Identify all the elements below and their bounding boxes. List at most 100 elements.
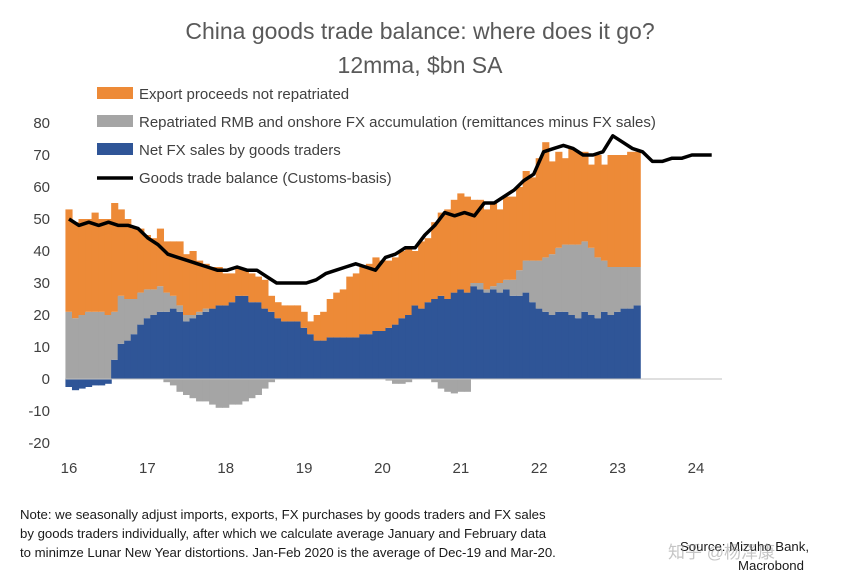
y-tick-label: 30 xyxy=(33,275,50,292)
legend-swatch-net-fx-sales xyxy=(97,143,133,155)
source-line-1: Source: Mizuho Bank, xyxy=(680,539,810,554)
area-net-fx-sales xyxy=(411,305,419,379)
area-export-proceeds xyxy=(535,158,543,261)
area-repatriated-rmb xyxy=(614,267,622,312)
area-repatriated-rmb xyxy=(529,260,537,303)
area-net-fx-sales xyxy=(385,327,393,379)
area-net-fx-sales xyxy=(444,299,452,379)
area-net-fx-sales xyxy=(196,315,204,379)
area-net-fx-sales xyxy=(581,311,589,379)
area-export-proceeds xyxy=(568,148,576,245)
area-repatriated-rmb xyxy=(633,267,641,306)
area-net-fx-sales xyxy=(294,321,302,379)
area-repatriated-rmb xyxy=(130,299,138,335)
y-axis-ticks: 80 70 60 50 40 30 20 10 0 -10 -20 xyxy=(28,115,50,452)
y-tick-label: 80 xyxy=(33,115,50,132)
area-negative-flow xyxy=(222,379,230,408)
area-net-fx-sales xyxy=(594,318,602,379)
area-net-fx-sales-negative xyxy=(65,379,73,387)
legend-swatch-export-proceeds xyxy=(97,87,133,99)
area-export-proceeds xyxy=(489,203,498,287)
area-net-fx-sales-negative xyxy=(91,379,99,386)
area-net-fx-sales-negative xyxy=(78,379,86,389)
area-export-proceeds xyxy=(274,302,282,319)
area-negative-flow xyxy=(398,379,406,384)
area-net-fx-sales xyxy=(228,302,236,379)
y-tick-label: 0 xyxy=(42,371,50,388)
area-export-proceeds xyxy=(600,164,609,261)
area-export-proceeds xyxy=(542,142,550,258)
area-export-proceeds xyxy=(91,212,99,312)
y-tick-label: 70 xyxy=(33,147,50,164)
legend-label-net-fx-sales: Net FX sales by goods traders xyxy=(139,142,341,159)
area-net-fx-sales xyxy=(241,295,249,379)
x-tick-label: 21 xyxy=(453,460,470,477)
area-export-proceeds xyxy=(228,273,236,303)
area-export-proceeds xyxy=(398,251,406,319)
plot-line-layer xyxy=(68,134,712,285)
area-export-proceeds xyxy=(78,219,86,315)
area-net-fx-sales xyxy=(280,321,289,379)
area-net-fx-sales xyxy=(274,318,282,379)
area-export-proceeds xyxy=(561,158,569,245)
area-export-proceeds xyxy=(620,155,628,267)
area-repatriated-rmb xyxy=(561,244,569,312)
area-export-proceeds xyxy=(182,254,191,315)
line-goods-trade-balance xyxy=(68,134,712,285)
area-net-fx-sales xyxy=(267,311,276,379)
area-negative-flow xyxy=(431,379,439,383)
area-negative-flow xyxy=(385,379,393,381)
area-export-proceeds xyxy=(346,276,354,338)
area-export-proceeds xyxy=(594,155,602,258)
area-negative-flow xyxy=(163,379,171,383)
area-repatriated-rmb xyxy=(137,292,145,325)
area-net-fx-sales xyxy=(431,299,439,379)
area-repatriated-rmb xyxy=(202,308,210,312)
area-export-proceeds xyxy=(267,295,276,312)
area-net-fx-sales xyxy=(405,315,413,379)
area-net-fx-sales xyxy=(339,337,347,379)
area-export-proceeds xyxy=(189,251,197,315)
area-export-proceeds xyxy=(156,228,165,287)
area-export-proceeds xyxy=(555,151,563,248)
area-negative-flow xyxy=(450,379,458,394)
area-net-fx-sales xyxy=(248,302,256,379)
area-export-proceeds xyxy=(307,321,315,335)
y-tick-label: -20 xyxy=(28,435,50,452)
area-net-fx-sales xyxy=(516,295,524,379)
y-tick-label: 60 xyxy=(33,179,50,196)
area-net-fx-sales xyxy=(124,340,132,379)
area-net-fx-sales xyxy=(215,305,223,379)
area-net-fx-sales xyxy=(463,292,471,379)
area-export-proceeds xyxy=(437,212,445,296)
area-repatriated-rmb xyxy=(489,286,498,290)
chart-title: China goods trade balance: where does it… xyxy=(185,18,654,44)
area-export-proceeds xyxy=(209,267,217,309)
area-repatriated-rmb xyxy=(516,270,524,296)
area-net-fx-sales xyxy=(359,334,367,379)
area-net-fx-sales xyxy=(587,315,596,379)
area-export-proceeds xyxy=(450,199,458,293)
area-net-fx-sales xyxy=(254,302,262,379)
area-negative-flow xyxy=(437,379,445,389)
area-export-proceeds xyxy=(137,228,145,293)
area-negative-flow xyxy=(228,379,236,405)
area-negative-flow xyxy=(189,379,197,399)
x-tick-label: 19 xyxy=(296,460,313,477)
area-net-fx-sales xyxy=(496,292,504,379)
area-negative-flow xyxy=(182,379,191,395)
area-repatriated-rmb xyxy=(91,311,99,379)
area-repatriated-rmb xyxy=(483,289,491,293)
area-export-proceeds xyxy=(248,273,256,303)
area-export-proceeds xyxy=(385,260,393,328)
area-net-fx-sales xyxy=(470,286,478,379)
area-net-fx-sales xyxy=(163,311,171,379)
area-export-proceeds xyxy=(444,209,452,299)
area-repatriated-rmb xyxy=(196,311,204,315)
area-repatriated-rmb xyxy=(111,311,119,360)
area-export-proceeds xyxy=(150,238,158,290)
area-repatriated-rmb xyxy=(627,267,635,309)
area-net-fx-sales xyxy=(378,331,387,379)
area-export-proceeds xyxy=(476,199,485,283)
